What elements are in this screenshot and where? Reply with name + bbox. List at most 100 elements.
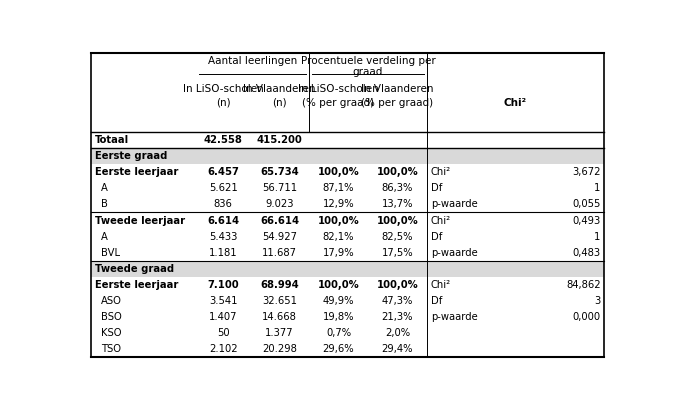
Text: Chi²: Chi²: [431, 215, 451, 225]
Text: 12,9%: 12,9%: [323, 200, 355, 209]
Text: Chi²: Chi²: [431, 167, 451, 177]
Text: 9.023: 9.023: [265, 200, 294, 209]
Text: KSO: KSO: [101, 328, 121, 338]
Text: 1: 1: [595, 183, 601, 194]
Text: 17,9%: 17,9%: [323, 248, 355, 258]
Text: (n): (n): [216, 98, 231, 108]
Bar: [427, 229, 604, 244]
Bar: [91, 293, 427, 309]
Text: 68.994: 68.994: [260, 280, 299, 290]
Text: 66.614: 66.614: [260, 215, 299, 225]
Text: 42.558: 42.558: [203, 135, 243, 145]
Text: 82,1%: 82,1%: [323, 231, 354, 242]
Text: p-waarde: p-waarde: [431, 248, 477, 258]
Bar: [427, 277, 604, 293]
Text: 20.298: 20.298: [262, 344, 297, 354]
Text: 3.541: 3.541: [209, 296, 237, 306]
Text: 100,0%: 100,0%: [376, 280, 418, 290]
Text: 32.651: 32.651: [262, 296, 297, 306]
Text: TSO: TSO: [101, 344, 121, 354]
Text: 17,5%: 17,5%: [382, 248, 414, 258]
Bar: [91, 341, 427, 357]
Bar: [91, 164, 427, 180]
Text: Eerste leerjaar: Eerste leerjaar: [95, 280, 178, 290]
Text: 13,7%: 13,7%: [382, 200, 413, 209]
Text: 0,7%: 0,7%: [326, 328, 351, 338]
Bar: [427, 164, 604, 180]
Text: Chi²: Chi²: [504, 98, 527, 108]
Text: 3: 3: [595, 296, 601, 306]
Bar: [427, 341, 604, 357]
Text: 47,3%: 47,3%: [382, 296, 413, 306]
Text: 3,672: 3,672: [572, 167, 601, 177]
Text: B: B: [101, 200, 108, 209]
Bar: [427, 196, 604, 213]
Text: In Vlaanderen: In Vlaanderen: [361, 84, 434, 94]
Text: 0,483: 0,483: [573, 248, 601, 258]
Text: Eerste leerjaar: Eerste leerjaar: [95, 167, 178, 177]
Text: Procentuele verdeling per: Procentuele verdeling per: [300, 56, 435, 66]
Text: Df: Df: [431, 296, 442, 306]
Text: 1.181: 1.181: [209, 248, 237, 258]
Text: In LiSO-scholen: In LiSO-scholen: [183, 84, 264, 94]
Bar: [91, 53, 604, 132]
Text: 11.687: 11.687: [262, 248, 297, 258]
Text: In Vlaanderen: In Vlaanderen: [243, 84, 316, 94]
Text: 100,0%: 100,0%: [317, 215, 359, 225]
Text: 54.927: 54.927: [262, 231, 297, 242]
Text: 29,4%: 29,4%: [382, 344, 413, 354]
Text: 100,0%: 100,0%: [317, 280, 359, 290]
Bar: [91, 277, 427, 293]
Bar: [91, 148, 427, 164]
Text: 0,000: 0,000: [573, 312, 601, 322]
Text: 49,9%: 49,9%: [323, 296, 354, 306]
Bar: [91, 213, 427, 229]
Text: 100,0%: 100,0%: [376, 167, 418, 177]
Text: 0,055: 0,055: [572, 200, 601, 209]
Bar: [427, 180, 604, 196]
Text: p-waarde: p-waarde: [431, 200, 477, 209]
Text: 5.621: 5.621: [209, 183, 237, 194]
Text: Eerste graad: Eerste graad: [95, 151, 167, 161]
Text: 1.377: 1.377: [265, 328, 294, 338]
Text: BSO: BSO: [101, 312, 122, 322]
Text: (% per graad): (% per graad): [361, 98, 433, 108]
Text: 87,1%: 87,1%: [323, 183, 354, 194]
Bar: [427, 325, 604, 341]
Text: 100,0%: 100,0%: [317, 167, 359, 177]
Text: 82,5%: 82,5%: [382, 231, 413, 242]
Text: Tweede leerjaar: Tweede leerjaar: [95, 215, 185, 225]
Bar: [91, 229, 427, 244]
Text: 6.457: 6.457: [207, 167, 239, 177]
Text: A: A: [101, 231, 108, 242]
Text: 100,0%: 100,0%: [376, 215, 418, 225]
Bar: [91, 261, 427, 277]
Text: A: A: [101, 183, 108, 194]
Text: (% per graad): (% per graad): [302, 98, 374, 108]
Bar: [91, 180, 427, 196]
Bar: [427, 293, 604, 309]
Text: 836: 836: [214, 200, 233, 209]
Bar: [427, 261, 604, 277]
Text: 6.614: 6.614: [207, 215, 239, 225]
Text: 56.711: 56.711: [262, 183, 297, 194]
Text: Df: Df: [431, 183, 442, 194]
Text: 1.407: 1.407: [209, 312, 237, 322]
Text: 5.433: 5.433: [209, 231, 237, 242]
Text: (n): (n): [272, 98, 287, 108]
Text: Df: Df: [431, 231, 442, 242]
Text: In LiSO-scholen: In LiSO-scholen: [298, 84, 379, 94]
Text: Tweede graad: Tweede graad: [95, 264, 174, 274]
Text: 21,3%: 21,3%: [382, 312, 413, 322]
Bar: [427, 148, 604, 164]
Text: 14.668: 14.668: [262, 312, 297, 322]
Text: 86,3%: 86,3%: [382, 183, 413, 194]
Text: 29,6%: 29,6%: [323, 344, 355, 354]
Text: ASO: ASO: [101, 296, 122, 306]
Bar: [91, 132, 427, 148]
Text: Aantal leerlingen: Aantal leerlingen: [208, 56, 297, 66]
Bar: [427, 244, 604, 261]
Text: 0,493: 0,493: [572, 215, 601, 225]
Bar: [91, 309, 427, 325]
Text: Totaal: Totaal: [95, 135, 129, 145]
